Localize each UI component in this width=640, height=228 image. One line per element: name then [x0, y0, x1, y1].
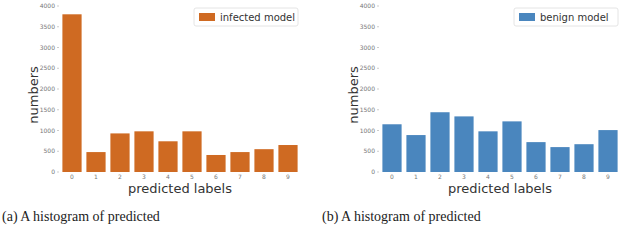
y-tick-label: 1500: [360, 106, 375, 113]
y-axis-label: numbers: [346, 66, 361, 124]
y-tick: [377, 172, 379, 173]
y-tick: [57, 89, 59, 90]
bars: [62, 14, 297, 172]
x-tick-label: 0: [390, 173, 394, 180]
y-tick-label: 1500: [40, 106, 55, 113]
y-tick: [57, 151, 59, 152]
x-tick-label: 8: [582, 173, 586, 180]
x-tick-label: 7: [238, 173, 242, 180]
x-tick-label: 1: [94, 173, 98, 180]
x-tick-label: 5: [190, 173, 194, 180]
y-tick-label: 500: [44, 147, 56, 154]
legend-box: [514, 8, 618, 26]
y-tick: [377, 109, 379, 110]
y-tick: [57, 68, 59, 69]
y-tick-label: 1000: [360, 127, 375, 134]
y-tick: [377, 47, 379, 48]
bar: [382, 124, 401, 172]
y-tick-label: 3000: [40, 44, 55, 51]
y-tick: [57, 172, 59, 173]
y-tick-label: 2500: [360, 64, 375, 71]
caption: (a) A histogram of predicted: [2, 209, 160, 225]
x-axis-label: predicted labels: [128, 181, 232, 196]
x-tick-label: 2: [438, 173, 442, 180]
bar: [86, 152, 105, 172]
bars: [382, 112, 617, 172]
bar: [478, 131, 497, 172]
bar: [230, 152, 249, 172]
y-tick-label: 0: [371, 168, 375, 175]
x-tick-label: 9: [286, 173, 290, 180]
bar: [454, 116, 473, 172]
y-tick: [57, 130, 59, 131]
bar: [278, 145, 297, 172]
x-tick-label: 2: [118, 173, 122, 180]
y-axis-label: numbers: [26, 66, 41, 124]
y-tick: [377, 130, 379, 131]
y-tick: [377, 68, 379, 69]
y-tick-label: 2500: [40, 64, 55, 71]
y-tick-label: 3500: [40, 23, 55, 30]
bar: [206, 155, 225, 172]
y-tick-label: 3000: [360, 44, 375, 51]
bar: [550, 147, 569, 172]
x-tick-label: 6: [534, 173, 538, 180]
y-tick-label: 4000: [40, 2, 55, 9]
y-tick: [57, 109, 59, 110]
y-tick-label: 2000: [360, 85, 375, 92]
x-tick-label: 8: [262, 173, 266, 180]
bar: [62, 14, 81, 172]
chart-panel: 0 500 1000 1500 2000 2500 3000 3500 4000 0 1 2 3 4 5 6 7…: [322, 2, 618, 225]
x-tick-label: 3: [142, 173, 146, 180]
x-tick-label: 3: [462, 173, 466, 180]
x-tick-label: 1: [414, 173, 418, 180]
y-tick: [377, 151, 379, 152]
caption: (b) A histogram of predicted: [322, 209, 481, 225]
y-tick-label: 4000: [360, 2, 375, 9]
x-tick-label: 4: [486, 173, 490, 180]
x-tick-label: 5: [510, 173, 514, 180]
y-tick: [57, 6, 59, 7]
bar: [182, 131, 201, 172]
bar: [110, 133, 129, 172]
y-tick-label: 3500: [360, 23, 375, 30]
y-tick: [57, 47, 59, 48]
bar: [598, 130, 617, 172]
y-tick: [377, 26, 379, 27]
legend-swatch: [199, 13, 215, 21]
legend-label: infected model: [220, 12, 295, 23]
bar: [134, 131, 153, 172]
bar: [158, 141, 177, 172]
y-tick-label: 2000: [40, 85, 55, 92]
x-axis-label: predicted labels: [448, 181, 552, 196]
x-tick-label: 0: [70, 173, 74, 180]
x-tick-label: 6: [214, 173, 218, 180]
x-tick-label: 7: [558, 173, 562, 180]
bar: [526, 142, 545, 172]
legend-swatch: [519, 13, 535, 21]
y-tick-label: 1000: [40, 127, 55, 134]
bar: [502, 121, 521, 172]
legend-label: benign model: [540, 12, 609, 23]
bar: [430, 112, 449, 172]
y-tick-label: 0: [51, 168, 55, 175]
legend-box: [194, 8, 298, 26]
bar: [254, 149, 273, 172]
x-tick-label: 4: [166, 173, 170, 180]
y-tick: [377, 6, 379, 7]
figure: 0500100015002000250030003500400001234567…: [0, 0, 640, 228]
x-tick-label: 9: [606, 173, 610, 180]
y-tick: [377, 89, 379, 90]
bar: [574, 144, 593, 172]
bar: [406, 135, 425, 172]
chart-panel: 0 500 1000 1500 2000 2500 3000 3500 4000 0 1 2 3 4 5 6 7…: [2, 2, 298, 225]
y-tick-label: 500: [364, 147, 376, 154]
y-tick: [57, 26, 59, 27]
